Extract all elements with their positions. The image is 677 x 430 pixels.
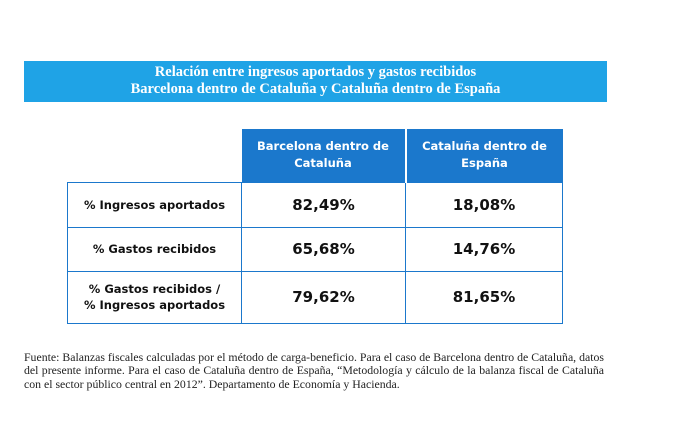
table-corner (67, 129, 242, 182)
title-banner: Relación entre ingresos aportados y gast… (24, 61, 607, 102)
value-cataluna-ingresos: 18,08% (405, 181, 563, 228)
table-row: % Gastos recibidos / % Ingresos aportado… (67, 270, 563, 324)
column-header-barcelona-line-1: Barcelona dentro de (257, 139, 389, 154)
value-cataluna-ratio: 81,65% (405, 270, 563, 324)
column-header-cataluna-line-1: Cataluña dentro de (422, 139, 547, 154)
table-header-row: Barcelona dentro de Cataluña Cataluña de… (67, 129, 563, 182)
title-line-2: Barcelona dentro de Cataluña y Cataluña … (130, 81, 501, 97)
row-label-ratio: % Gastos recibidos / % Ingresos aportado… (67, 270, 242, 324)
row-label-ratio-line-1: % Gastos recibidos / (88, 282, 221, 296)
value-cataluna-gastos: 14,76% (405, 226, 563, 272)
table-row: % Ingresos aportados 82,49% 18,08% (67, 181, 563, 228)
row-label-ingresos: % Ingresos aportados (67, 181, 242, 228)
title-line-1: Relación entre ingresos aportados y gast… (154, 64, 477, 80)
value-barcelona-gastos: 65,68% (241, 226, 406, 272)
row-label-gastos: % Gastos recibidos (67, 226, 242, 272)
value-barcelona-ingresos: 82,49% (241, 181, 406, 228)
column-header-cataluna-line-2: España (461, 156, 508, 171)
row-label-ratio-line-2: % Ingresos aportados (83, 298, 226, 312)
source-note: Fuente: Balanzas fiscales calculadas por… (24, 350, 604, 391)
column-header-barcelona: Barcelona dentro de Cataluña (241, 129, 407, 182)
table-row: % Gastos recibidos 65,68% 14,76% (67, 226, 563, 272)
column-header-cataluna: Cataluña dentro de España (405, 129, 563, 182)
data-table: Barcelona dentro de Cataluña Cataluña de… (67, 129, 563, 324)
column-header-barcelona-line-2: Cataluña (294, 156, 352, 171)
value-barcelona-ratio: 79,62% (241, 270, 406, 324)
